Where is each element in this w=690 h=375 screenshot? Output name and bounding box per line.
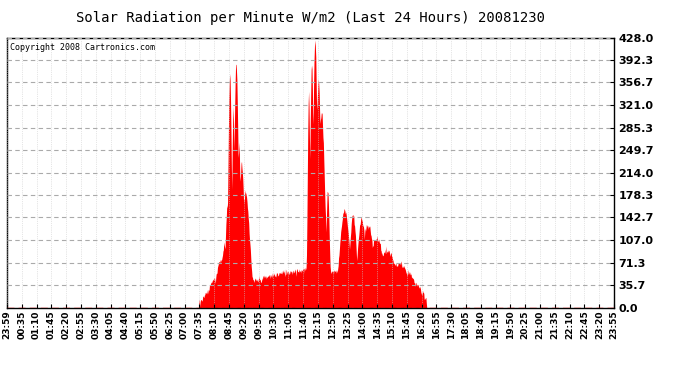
Text: Copyright 2008 Cartronics.com: Copyright 2008 Cartronics.com (10, 43, 155, 52)
Text: Solar Radiation per Minute W/m2 (Last 24 Hours) 20081230: Solar Radiation per Minute W/m2 (Last 24… (76, 11, 545, 25)
